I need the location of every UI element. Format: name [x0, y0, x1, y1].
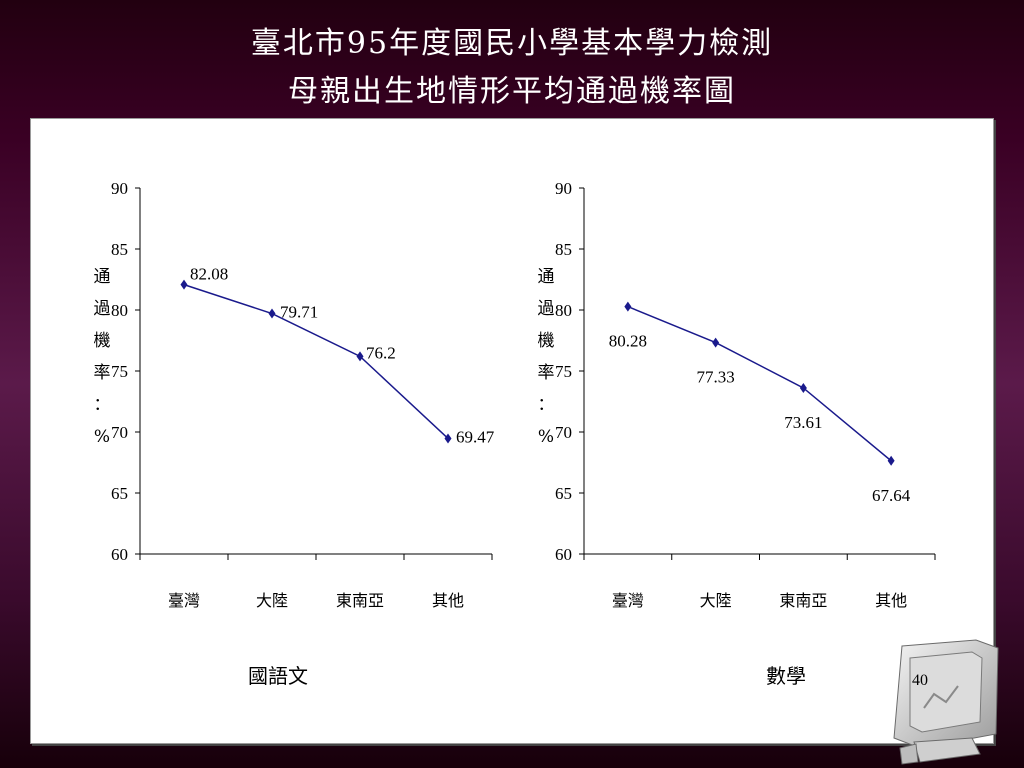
y-axis-label: 通過機率：% [94, 267, 111, 447]
data-point-marker [712, 337, 720, 348]
data-point-marker [444, 433, 452, 444]
computer-monitor-icon [893, 639, 999, 765]
x-category-label: 臺灣 [612, 591, 644, 610]
y-tick-label: 80 [111, 301, 128, 320]
y-tick-label: 75 [555, 362, 572, 381]
slide-title-line1: 臺北市95年度國民小學基本學力檢測 [250, 26, 774, 61]
y-tick-label: 65 [111, 484, 128, 503]
y-tick-label: 70 [111, 423, 128, 442]
y-axis-label: 通過機率：% [538, 267, 555, 447]
x-category-label: 其他 [875, 591, 907, 610]
data-point-marker [268, 308, 276, 319]
data-label: 77.33 [697, 368, 735, 387]
series-line [183, 283, 449, 440]
y-tick-label: 90 [111, 179, 128, 198]
x-category-label: 大陸 [700, 591, 732, 610]
slide-title-line2: 母親出生地情形平均通過機率圖 [288, 74, 736, 109]
y-tick-label: 65 [555, 484, 572, 503]
data-label: 82.08 [190, 265, 228, 284]
data-label: 76.2 [366, 343, 396, 362]
data-label: 67.64 [872, 486, 911, 505]
y-tick-label: 60 [111, 545, 128, 564]
x-category-label: 其他 [432, 591, 464, 610]
page-number: 40 [912, 672, 928, 689]
chart-2-subject-label: 數學 [766, 664, 806, 688]
data-point-marker [799, 382, 807, 393]
data-label: 69.47 [456, 427, 495, 446]
data-point-marker [180, 279, 188, 290]
data-point-marker [624, 301, 632, 312]
chart-2: 60 65 70 75 80 85 90 臺灣 大陸 東南亞 其他 通過機率：% 80.28 77.33 7… [538, 179, 936, 610]
y-tick-label: 90 [555, 179, 572, 198]
data-point-marker [356, 351, 364, 362]
chart-1-subject-label: 國語文 [248, 664, 308, 688]
data-point-marker [887, 455, 895, 466]
x-category-label: 東南亞 [779, 591, 827, 610]
x-category-label: 東南亞 [336, 591, 384, 610]
y-tick-label: 85 [555, 240, 572, 259]
y-tick-label: 80 [555, 301, 572, 320]
data-label: 73.61 [784, 413, 822, 432]
x-category-label: 臺灣 [168, 591, 200, 610]
y-tick-label: 85 [111, 240, 128, 259]
data-label: 79.71 [280, 303, 318, 322]
series-line [627, 305, 892, 462]
chart-panel [30, 118, 994, 744]
chart-1: 60 65 70 75 80 85 90 臺灣 大陸 東南亞 其他 通過機率：% 82.08 79.71 7… [94, 179, 495, 610]
data-label: 80.28 [609, 332, 647, 351]
y-tick-label: 60 [555, 545, 572, 564]
x-category-label: 大陸 [256, 591, 288, 610]
y-tick-label: 70 [555, 423, 572, 442]
y-tick-label: 75 [111, 362, 128, 381]
